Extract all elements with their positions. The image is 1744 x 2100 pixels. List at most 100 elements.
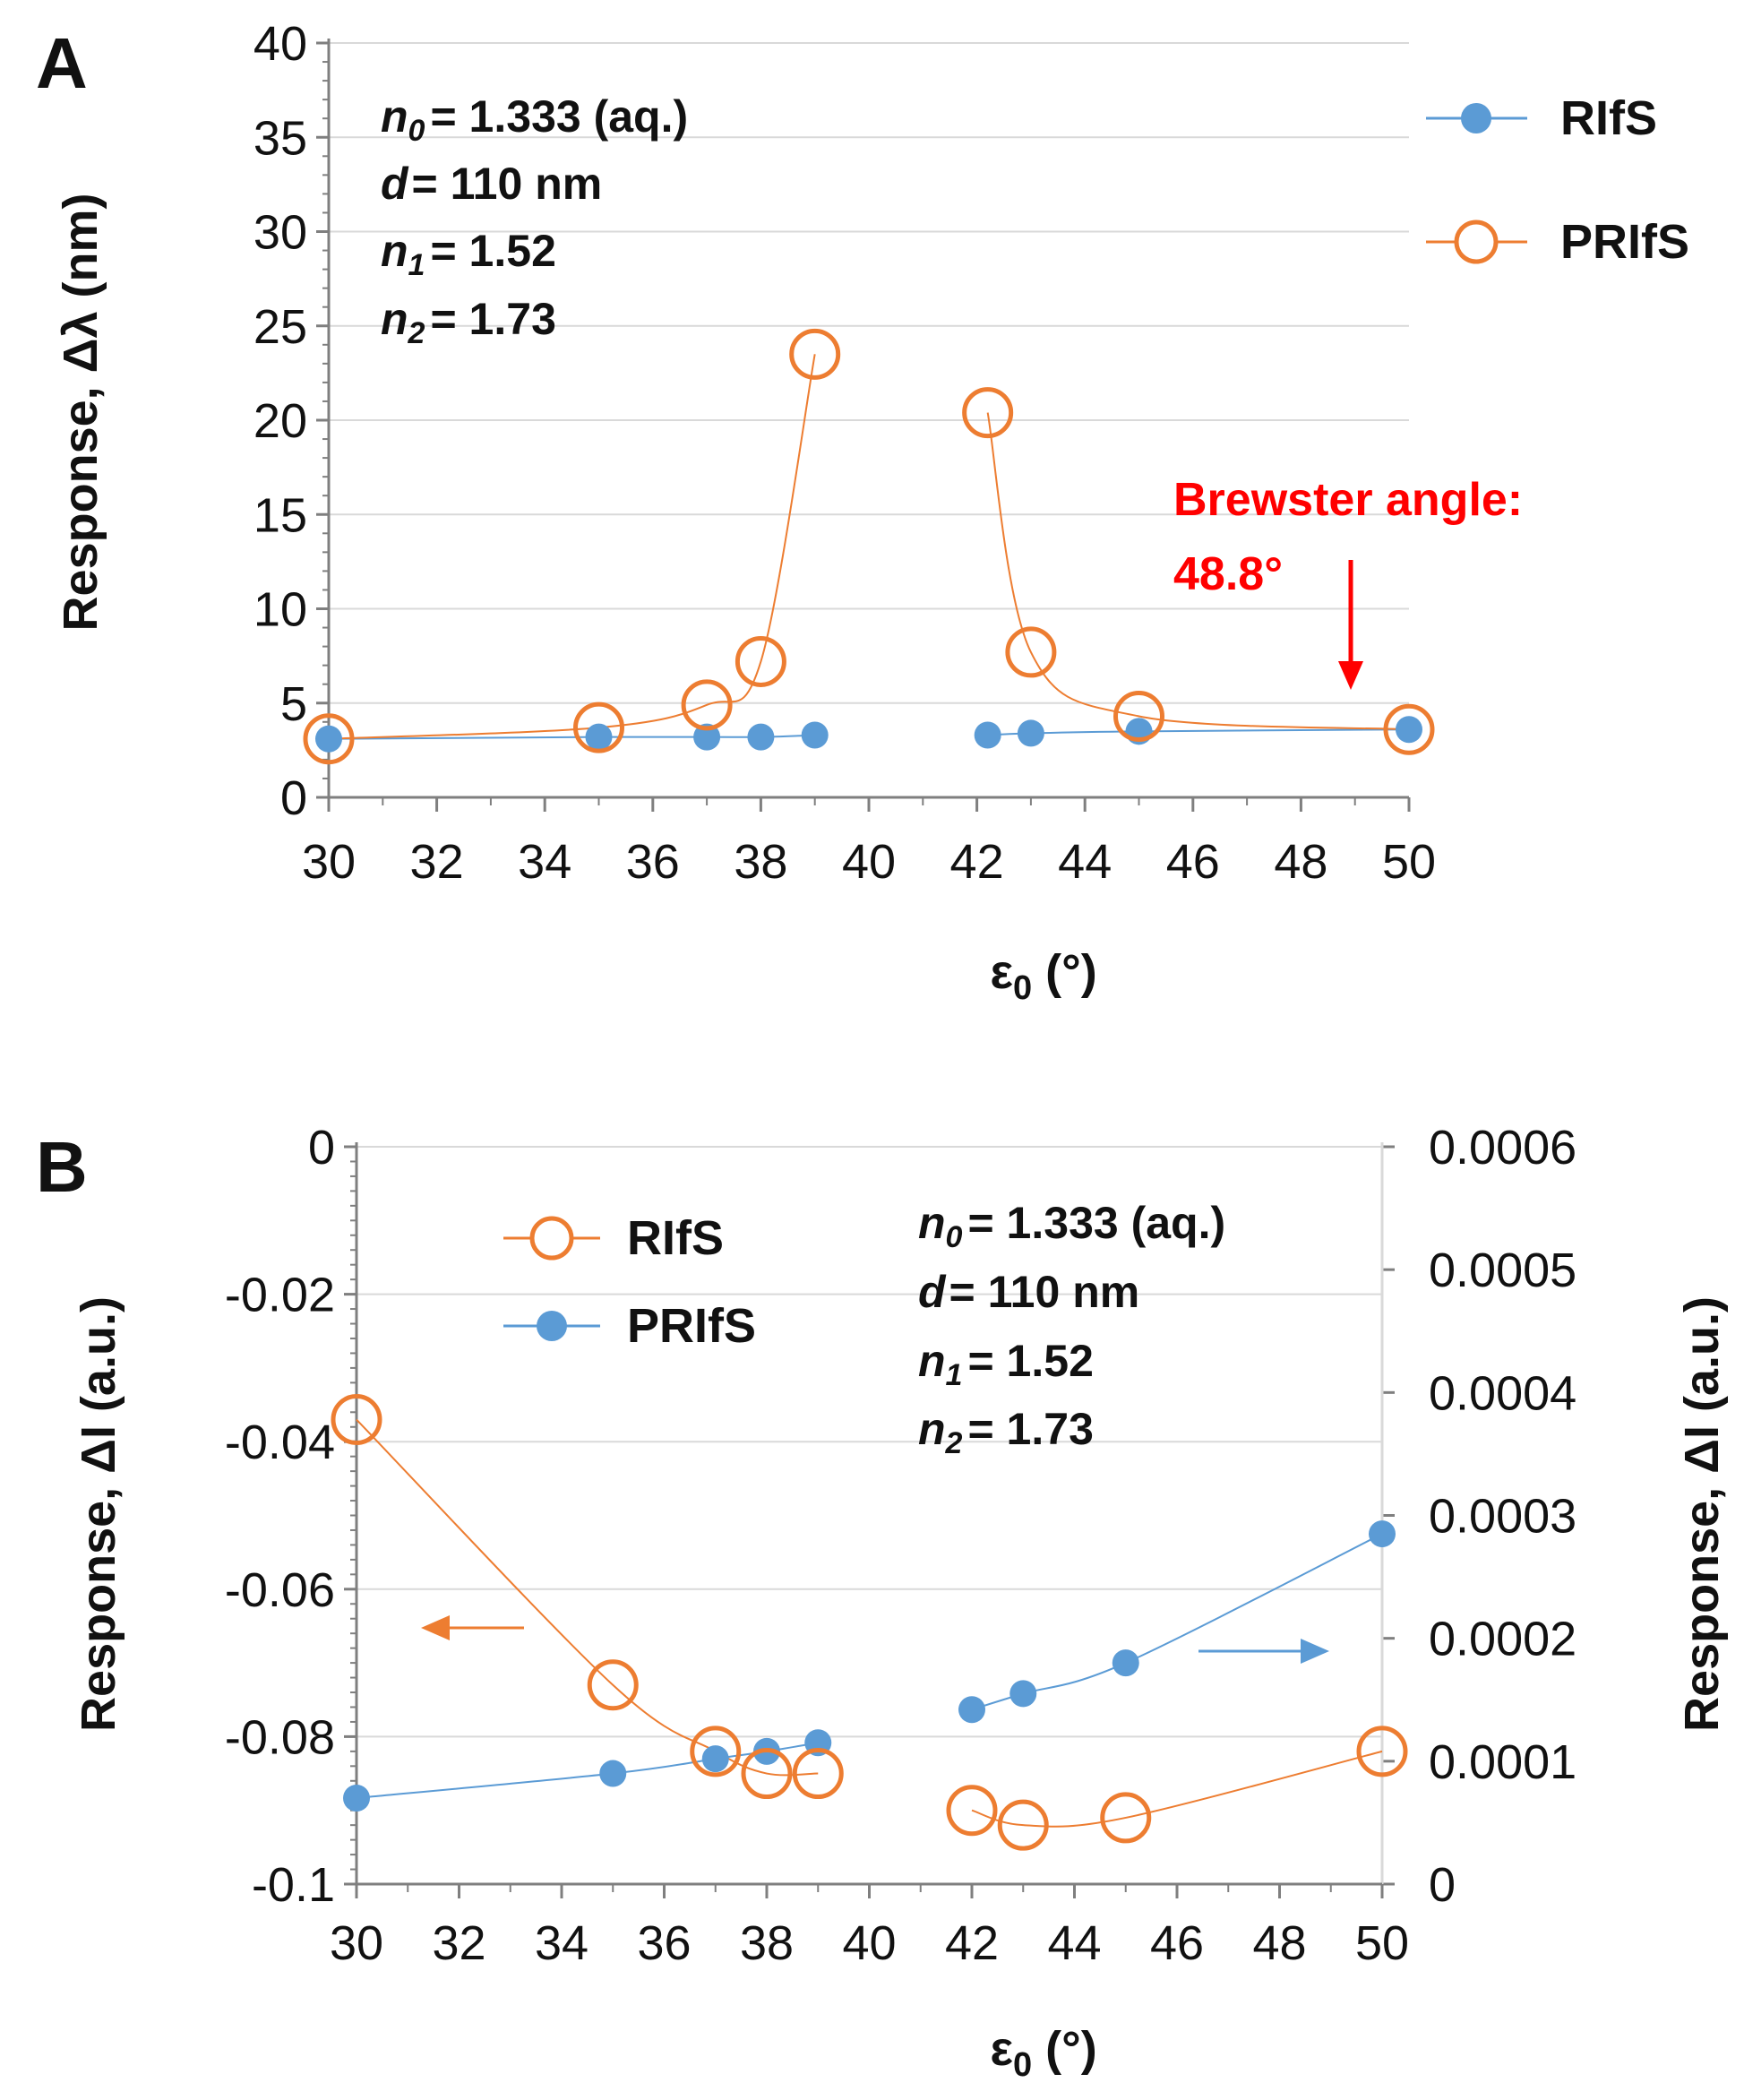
b-x-tick-label-40: 40 — [842, 1916, 896, 1970]
b-left-tick-label--0.04: -0.04 — [225, 1416, 335, 1469]
panel-b-axes: -0.1 -0.08 -0.06 -0.04 -0.02 0 0 0.0001 0.0002 0.… — [225, 1121, 1576, 1970]
a-x-tick-label-50: 50 — [1382, 835, 1436, 889]
a-x-tick-label-44: 44 — [1058, 835, 1112, 889]
a-prifs-line-segment-2 — [986, 412, 1410, 731]
legend-a-rifs-label: RIfS — [1560, 91, 1657, 145]
a-rifs-point-7 — [1017, 719, 1044, 747]
a-x-tick-label-46: 46 — [1166, 835, 1220, 889]
a-x-tick-label-30: 30 — [302, 835, 356, 889]
a-x-tick-label-42: 42 — [950, 835, 1004, 889]
b-rifs-point-5 — [792, 1748, 844, 1800]
panel-b-label: B — [36, 1127, 88, 1207]
b-rifs-point-8 — [1100, 1792, 1152, 1844]
legend-b-rifs-marker — [529, 1216, 574, 1261]
b-x-tick-label-30: 30 — [330, 1916, 383, 1970]
a-y-tick-label-30: 30 — [253, 206, 307, 260]
b-prifs-point-2 — [599, 1760, 627, 1787]
b-prifs-point-9 — [1369, 1520, 1396, 1548]
a-x-tick-label-36: 36 — [626, 835, 680, 889]
left-axis-arrow-head — [421, 1615, 450, 1640]
b-x-tick-label-36: 36 — [637, 1916, 691, 1970]
b-prifs-point-1 — [343, 1784, 370, 1812]
b-x-tick-label-42: 42 — [945, 1916, 999, 1970]
b-prifs-point-6 — [958, 1696, 985, 1724]
panel-a-axes: 0 5 10 15 20 25 30 35 40 30 32 34 36 38 40 42 44 46 48 50 — [253, 17, 1436, 889]
a-rifs-point-2 — [585, 723, 613, 751]
b-left-tick-label-0: 0 — [308, 1121, 335, 1175]
a-y-tick-label-15: 15 — [253, 488, 307, 542]
panel-a-y-axis-title: Response, Δλ (nm) — [54, 194, 107, 632]
brewster-arrow-head — [1338, 661, 1363, 690]
panel-b: B -0.1 -0.08 -0.06 -0.04 -0.02 0 0 0.0001 0.0002… — [36, 1121, 1729, 2084]
panel-b-legend: RIfS PRIfS — [503, 1211, 756, 1353]
a-y-tick-label-25: 25 — [253, 300, 307, 354]
panel-a-label: A — [36, 23, 88, 103]
panel-b-x-axis-title: ε0 (°) — [990, 2022, 1096, 2084]
b-right-tick-label-0.0002: 0.0002 — [1429, 1613, 1576, 1666]
panel-b-param-n0: n0 = 1.333 (aq.) — [918, 1198, 1225, 1254]
a-rifs-point-9 — [1396, 716, 1422, 744]
b-right-tick-label-0.0001: 0.0001 — [1429, 1735, 1576, 1789]
panel-a-x-axis-title: ε0 (°) — [990, 945, 1096, 1007]
a-rifs-point-3 — [693, 723, 721, 751]
a-rifs-line-segment-2 — [987, 728, 1410, 736]
a-prifs-point-3 — [681, 679, 733, 731]
a-rifs-point-6 — [974, 721, 1001, 749]
b-prifs-point-7 — [1009, 1680, 1037, 1708]
a-y-tick-label-10: 10 — [253, 583, 307, 637]
panel-b-parameters: n0 = 1.333 (aq.) d= 110 nm n1 = 1.52 n2 = 1… — [918, 1198, 1225, 1460]
a-prifs-point-8 — [1113, 690, 1164, 742]
b-right-tick-label-0.0004: 0.0004 — [1429, 1366, 1576, 1420]
b-prifs-line-segment-2 — [971, 1533, 1383, 1711]
b-right-tick-label-0.0003: 0.0003 — [1429, 1490, 1576, 1544]
a-prifs-point-6 — [962, 387, 1014, 439]
panel-b-gridlines — [357, 1146, 1382, 1738]
a-y-tick-label-20: 20 — [253, 394, 307, 448]
a-x-tick-label-40: 40 — [842, 835, 896, 889]
brewster-label-line2: 48.8° — [1173, 548, 1283, 600]
panel-b-param-d: d= 110 nm — [918, 1267, 1139, 1317]
b-rifs-point-2 — [587, 1659, 639, 1711]
a-y-tick-label-0: 0 — [280, 771, 307, 825]
right-axis-arrow-head — [1301, 1639, 1329, 1664]
a-rifs-point-4 — [747, 723, 775, 751]
b-rifs-point-3 — [690, 1726, 742, 1777]
legend-b-prifs-marker — [537, 1311, 567, 1341]
b-left-tick-label--0.02: -0.02 — [225, 1269, 335, 1322]
a-x-tick-label-48: 48 — [1274, 835, 1327, 889]
legend-a-rifs-marker — [1461, 103, 1491, 133]
a-y-tick-label-35: 35 — [253, 111, 307, 165]
panel-b-series — [331, 1394, 1408, 1851]
a-prifs-point-7 — [1005, 626, 1057, 678]
panel-b-param-n1: n1 = 1.52 — [918, 1336, 1094, 1392]
a-y-tick-label-40: 40 — [253, 17, 307, 71]
panel-a-series — [303, 328, 1435, 765]
a-prifs-point-5 — [789, 328, 841, 380]
b-right-tick-label-0.0006: 0.0006 — [1429, 1121, 1576, 1175]
legend-a-prifs-label: PRIfS — [1560, 215, 1689, 269]
panel-a-gridlines — [329, 42, 1409, 704]
a-prifs-point-4 — [735, 635, 786, 687]
b-x-tick-label-44: 44 — [1047, 1916, 1101, 1970]
panel-a-legend: RIfS PRIfS — [1426, 91, 1689, 269]
legend-a-prifs-marker — [1454, 219, 1499, 264]
a-x-tick-label-38: 38 — [734, 835, 787, 889]
panel-b-axis-arrows — [421, 1615, 1329, 1664]
b-prifs-point-8 — [1112, 1649, 1139, 1677]
b-left-tick-label--0.08: -0.08 — [225, 1710, 335, 1764]
b-rifs-line-segment-1 — [356, 1418, 819, 1777]
b-rifs-point-4 — [741, 1748, 793, 1800]
panel-b-left-axis-title: Response, ΔI (a.u.) — [72, 1296, 125, 1732]
panel-a: A 0 5 10 15 20 25 30 35 40 30 32 34 36 38 40 42 44 46 48 50… — [36, 17, 1689, 1007]
b-rifs-point-7 — [997, 1799, 1049, 1851]
legend-b-prifs-label: PRIfS — [627, 1299, 756, 1353]
b-rifs-point-6 — [946, 1785, 998, 1837]
b-left-tick-label--0.1: -0.1 — [252, 1858, 335, 1912]
panel-a-param-n2: n2 = 1.73 — [381, 294, 556, 350]
panel-a-param-n0: n0 = 1.333 (aq.) — [381, 91, 688, 148]
panel-a-param-d: d= 110 nm — [381, 159, 602, 209]
a-prifs-point-2 — [573, 701, 624, 753]
a-rifs-point-1 — [315, 725, 342, 753]
b-rifs-point-9 — [1356, 1726, 1408, 1777]
